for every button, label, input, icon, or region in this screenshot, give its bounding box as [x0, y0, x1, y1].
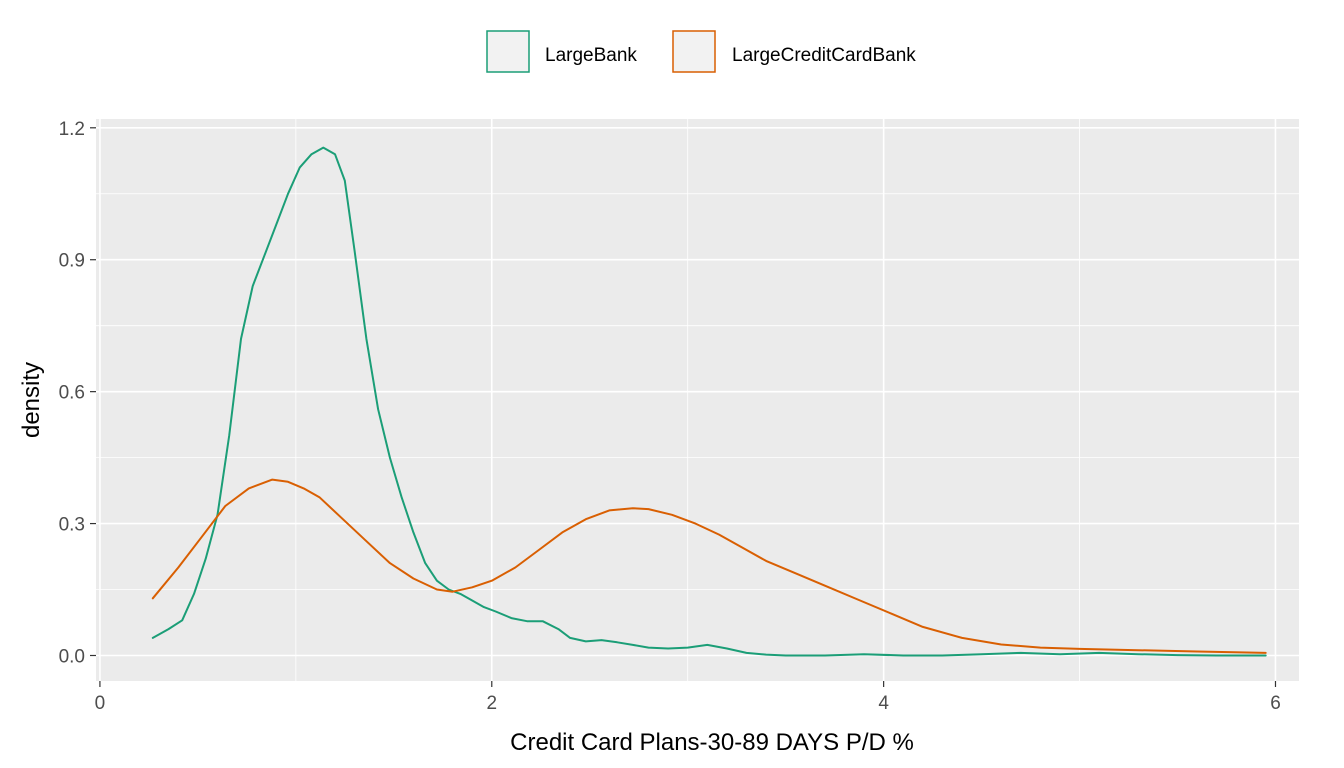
y-tick-label: 0.6: [59, 383, 85, 404]
series-line-largebank: [151, 146, 1267, 657]
y-tick-label: 0.3: [59, 515, 85, 536]
legend-key-largebank: [486, 30, 530, 73]
series-line-largecreditcardbank: [151, 478, 1267, 654]
plot-panel: [96, 119, 1299, 681]
y-axis-title: density: [18, 362, 45, 438]
x-tick-label: 6: [1270, 693, 1281, 714]
legend-label-largebank: LargeBank: [545, 45, 637, 66]
legend-label-largecreditcardbank: LargeCreditCardBank: [732, 45, 916, 66]
y-tick-label: 0.0: [59, 646, 85, 667]
x-tick-label: 0: [95, 693, 106, 714]
x-tick-label: 2: [486, 693, 497, 714]
y-tick-label: 0.9: [59, 251, 85, 272]
y-tick-label: 1.2: [59, 119, 85, 140]
legend-key-largecreditcardbank: [672, 30, 716, 73]
axes-layer: 0 2 4 6 0.0 0.3 0.6 0.9 1.2: [59, 119, 1281, 714]
series-layer: [151, 146, 1267, 657]
x-axis-title: Credit Card Plans-30-89 DAYS P/D %: [510, 729, 914, 756]
legend: LargeBank LargeCreditCardBank: [486, 30, 916, 73]
x-tick-label: 4: [878, 693, 889, 714]
